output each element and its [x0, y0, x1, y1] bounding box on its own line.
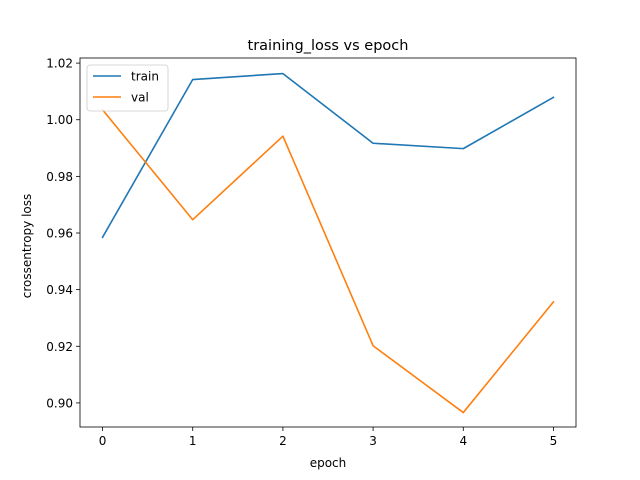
axes-frame: [79, 57, 577, 428]
x-tick-label: 1: [189, 434, 197, 448]
x-tick-label: 5: [550, 434, 558, 448]
plot-area: [79, 57, 577, 428]
y-tick-label: 0.98: [46, 170, 73, 184]
chart-title: training_loss vs epoch: [248, 38, 409, 54]
x-tick-label: 4: [459, 434, 467, 448]
legend: train val: [86, 64, 169, 112]
y-tick-label: 0.90: [46, 396, 73, 410]
x-tick-label: 0: [99, 434, 107, 448]
y-tick-label: 0.94: [46, 283, 73, 297]
y-tick-label: 1.00: [46, 113, 73, 127]
x-axis-label: epoch: [310, 456, 347, 470]
y-axis: 0.90 0.92 0.94 0.96 0.98 1.00 1.02: [46, 57, 80, 410]
legend-label-train: train: [131, 70, 159, 84]
y-axis-label: crossentropy loss: [20, 194, 34, 299]
series-line-train: [101, 72, 555, 239]
x-axis: 0 1 2 3 4 5: [99, 427, 558, 448]
y-tick-label: 0.92: [46, 340, 73, 354]
legend-label-val: val: [131, 91, 149, 105]
series-line-val: [101, 108, 555, 414]
x-tick-label: 3: [369, 434, 377, 448]
y-tick-label: 1.02: [46, 57, 73, 71]
y-tick-label: 0.96: [46, 227, 73, 241]
x-tick-label: 2: [279, 434, 287, 448]
